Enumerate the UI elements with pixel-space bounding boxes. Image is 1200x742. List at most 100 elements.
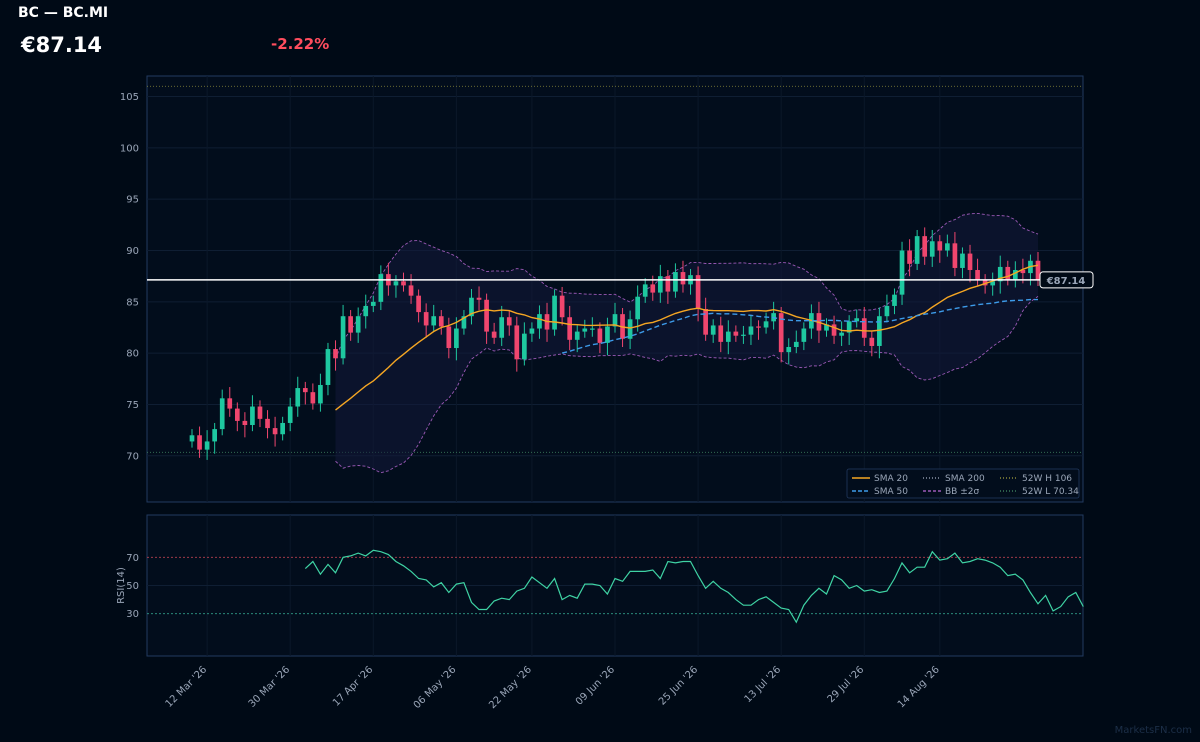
candle-body: [673, 272, 678, 292]
candle-body: [574, 331, 580, 340]
candle-body: [234, 408, 240, 421]
candle-body: [741, 334, 746, 336]
candle-body: [265, 418, 270, 429]
candle-body: [461, 316, 467, 329]
candle-body: [589, 328, 595, 330]
price-y-tick-label: 85: [126, 297, 139, 308]
candle-body: [605, 326, 610, 343]
candle-body: [922, 236, 928, 257]
x-axis-tick-label: 12 Mar '26: [164, 664, 210, 710]
chart-legend: [846, 468, 1080, 499]
candle-body: [393, 281, 399, 286]
candle-body: [446, 326, 452, 349]
candle-body: [408, 285, 414, 296]
candle-body: [778, 313, 784, 353]
candle-body: [469, 297, 474, 317]
x-axis-tick-label: 13 Jul '26: [743, 664, 784, 705]
candle-body: [416, 295, 421, 313]
candle-body: [370, 301, 376, 306]
candle-body: [801, 328, 807, 342]
x-axis-tick-label: 06 May '26: [412, 664, 459, 711]
candle-body: [642, 284, 648, 297]
candle-body: [703, 309, 708, 335]
candle-body: [657, 276, 663, 293]
candle-body: [401, 281, 406, 286]
candle-body: [892, 294, 897, 306]
price-change-percent: -2.22%: [271, 35, 330, 53]
x-axis-tick-label: 22 May '26: [487, 664, 534, 711]
candle-body: [952, 243, 958, 268]
candle-body: [197, 435, 202, 450]
candle-body: [846, 321, 852, 333]
legend-52w-high-label: 52W H 106: [1022, 474, 1072, 484]
candle-body: [997, 266, 1003, 282]
candle-body: [378, 274, 384, 302]
rsi-y-tick-label: 70: [126, 553, 139, 564]
candle-body: [280, 422, 285, 435]
price-y-tick-label: 100: [120, 143, 139, 154]
candle-body: [907, 250, 912, 264]
candle-body: [567, 317, 573, 340]
candle-body: [1005, 266, 1011, 280]
bollinger-upper-line: [335, 212, 1039, 360]
candle-body: [960, 253, 965, 268]
candle-body: [310, 392, 316, 404]
legend-sma20-label: SMA 20: [874, 474, 908, 484]
candle-body: [945, 243, 950, 251]
candle-body: [1020, 270, 1026, 274]
candle-body: [854, 318, 860, 322]
candle-body: [250, 406, 255, 426]
candle-body: [756, 326, 761, 328]
candle-body: [514, 325, 520, 360]
candle-body: [340, 316, 346, 359]
candle-body: [861, 318, 867, 338]
rsi-axis-label: RSI(14): [116, 567, 127, 604]
last-price-label: €87.14: [1046, 276, 1086, 287]
price-y-tick-label: 75: [126, 400, 139, 411]
candle-body: [824, 324, 829, 331]
candle-body: [552, 295, 557, 330]
rsi-y-tick-label: 30: [126, 609, 139, 620]
bollinger-lower-line: [335, 296, 1039, 474]
candle-body: [725, 331, 731, 342]
candle-body: [914, 236, 920, 264]
candle-body: [537, 314, 542, 329]
current-price: €87.14: [21, 33, 103, 57]
candle-body: [884, 305, 890, 317]
candle-body: [582, 328, 588, 332]
price-y-tick-label: 95: [126, 195, 139, 206]
legend-sma50-label: SMA 50: [874, 487, 908, 497]
candle-body: [431, 316, 437, 326]
price-y-tick-label: 105: [120, 92, 139, 103]
x-axis-tick-label: 25 Jun '26: [657, 664, 700, 707]
sma20-line: [335, 264, 1039, 411]
candle-body: [499, 317, 505, 338]
candle-body: [423, 312, 429, 326]
price-y-tick-label: 80: [126, 349, 139, 360]
candle-body: [484, 299, 489, 332]
candle-body: [839, 332, 844, 336]
candle-body: [869, 337, 875, 346]
candle-body: [665, 276, 671, 292]
candle-body: [1012, 270, 1018, 280]
rsi-line: [304, 549, 1084, 624]
candle-body: [522, 333, 527, 360]
candle-body: [680, 272, 686, 285]
candle-body: [287, 406, 293, 423]
candle-body: [695, 275, 701, 310]
candle-body: [650, 284, 656, 293]
candle-body: [877, 316, 882, 346]
candle-body: [189, 435, 195, 442]
legend-sma200-label: SMA 200: [945, 474, 985, 484]
candle-body: [967, 253, 973, 271]
candle-body: [899, 250, 905, 295]
candle-body: [295, 388, 301, 407]
candle-body: [763, 321, 769, 328]
candle-body: [937, 241, 943, 251]
candle-body: [348, 316, 353, 333]
legend-52w-low-label: 52W L 70.34: [1022, 487, 1079, 497]
candle-body: [257, 406, 263, 419]
x-axis-tick-label: 29 Jul '26: [826, 664, 867, 705]
legend-bollinger-label: BB ±2σ: [945, 487, 979, 497]
candle-body: [491, 331, 497, 338]
